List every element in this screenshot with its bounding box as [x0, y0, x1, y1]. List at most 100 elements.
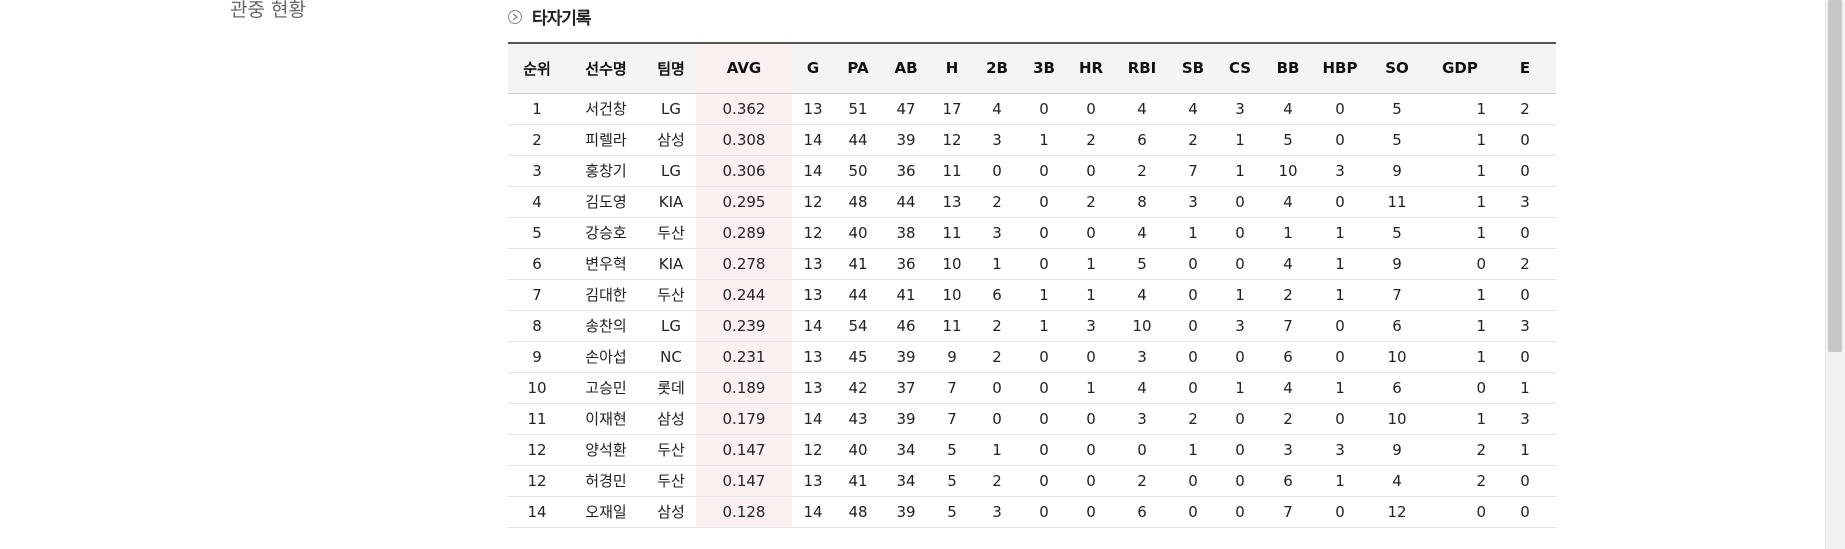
- table-cell: 0: [1020, 496, 1068, 528]
- table-cell[interactable]: 송찬의: [566, 310, 646, 342]
- table-cell[interactable]: 서건창: [566, 93, 646, 125]
- column-header[interactable]: HBP: [1312, 42, 1368, 94]
- table-cell: 0.147: [696, 465, 792, 497]
- table-row: 14 오재일 삼성 0.128 14 48 39 5 3 0 0 6 0 0 7 0 12 0 0: [508, 496, 1556, 528]
- table-row: 6 변우혁 KIA 0.278 13 41 36 10 1 0 1 5 0 0 4 1 9 0 2: [508, 248, 1556, 280]
- table-cell: 1: [1426, 403, 1494, 435]
- column-header[interactable]: H: [930, 42, 974, 94]
- table-cell: 12: [508, 434, 566, 466]
- column-header[interactable]: AB: [882, 42, 930, 94]
- table-cell[interactable]: 피렐라: [566, 124, 646, 156]
- column-header[interactable]: GDP: [1426, 42, 1494, 94]
- table-cell: 0: [1170, 279, 1216, 311]
- column-header[interactable]: AVG: [696, 42, 792, 94]
- column-header[interactable]: 선수명: [566, 42, 646, 94]
- table-cell[interactable]: 김도영: [566, 186, 646, 218]
- table-cell: 0: [1494, 465, 1556, 497]
- section-title-text: 타자기록: [532, 9, 592, 29]
- table-cell: 0: [1312, 310, 1368, 342]
- table-cell[interactable]: 허경민: [566, 465, 646, 497]
- table-row: 4 김도영 KIA 0.295 12 48 44 13 2 0 2 8 3 0 4 0 11 1 3: [508, 186, 1556, 218]
- table-row: 10 고승민 롯데 0.189 13 42 37 7 0 0 1 4 0 1 4 1 6 0 1: [508, 372, 1556, 404]
- table-row: 2 피렐라 삼성 0.308 14 44 39 12 3 1 2 6 2 1 5 0 5 1 0: [508, 124, 1556, 156]
- table-cell: 3: [1264, 434, 1312, 466]
- table-cell: 1: [1216, 279, 1264, 311]
- table-cell: 5: [930, 465, 974, 497]
- column-header[interactable]: RBI: [1114, 42, 1170, 94]
- table-cell: 6: [1264, 341, 1312, 373]
- sidebar-link-attendance[interactable]: 관중 현황: [230, 0, 306, 21]
- table-cell: 41: [834, 465, 882, 497]
- column-header[interactable]: HR: [1068, 42, 1114, 94]
- table-cell: 6: [1368, 310, 1426, 342]
- section-title: 타자기록: [508, 4, 592, 29]
- column-header[interactable]: SB: [1170, 42, 1216, 94]
- column-header[interactable]: 3B: [1020, 42, 1068, 94]
- table-cell: 2: [1494, 93, 1556, 125]
- table-cell: 1: [508, 93, 566, 125]
- scrollbar-thumb[interactable]: [1828, 0, 1842, 352]
- table-cell: 5: [930, 434, 974, 466]
- table-cell: 0: [1068, 217, 1114, 249]
- circle-arrow-icon: [508, 9, 522, 24]
- column-header[interactable]: 팀명: [646, 42, 696, 94]
- table-cell[interactable]: 양석환: [566, 434, 646, 466]
- table-cell: 2: [1170, 124, 1216, 156]
- table-cell: 0: [1494, 155, 1556, 187]
- table-cell: 41: [834, 248, 882, 280]
- table-cell: 2: [1068, 186, 1114, 218]
- table-cell: 두산: [646, 217, 696, 249]
- table-cell: 5: [930, 496, 974, 528]
- table-cell: 0: [1020, 155, 1068, 187]
- column-header[interactable]: 순위: [508, 42, 566, 94]
- column-header[interactable]: 2B: [974, 42, 1020, 94]
- table-cell: 1: [1312, 279, 1368, 311]
- table-cell[interactable]: 오재일: [566, 496, 646, 528]
- vertical-scrollbar[interactable]: [1825, 0, 1845, 549]
- table-cell: 1: [1426, 310, 1494, 342]
- column-header[interactable]: E: [1494, 42, 1556, 94]
- table-cell: 0: [1312, 124, 1368, 156]
- table-cell: 0: [1426, 372, 1494, 404]
- table-cell: 2: [1264, 403, 1312, 435]
- table-cell: 0: [974, 155, 1020, 187]
- table-cell: 0: [1494, 279, 1556, 311]
- table-cell: 0: [1114, 434, 1170, 466]
- column-header[interactable]: CS: [1216, 42, 1264, 94]
- table-row: 12 허경민 두산 0.147 13 41 34 5 2 0 0 2 0 0 6 1 4 2 0: [508, 465, 1556, 497]
- table-cell: 0: [1020, 217, 1068, 249]
- table-cell[interactable]: 강승호: [566, 217, 646, 249]
- table-cell: 5: [1264, 124, 1312, 156]
- table-cell: 51: [834, 93, 882, 125]
- table-cell[interactable]: 손아섭: [566, 341, 646, 373]
- table-cell: 0: [1068, 434, 1114, 466]
- table-cell: 3: [974, 496, 1020, 528]
- table-cell[interactable]: 이재현: [566, 403, 646, 435]
- table-cell: 4: [1170, 93, 1216, 125]
- table-cell: 1: [974, 434, 1020, 466]
- table-cell: 3: [508, 155, 566, 187]
- table-cell[interactable]: 홍창기: [566, 155, 646, 187]
- table-cell: KIA: [646, 248, 696, 280]
- table-cell[interactable]: 김대한: [566, 279, 646, 311]
- table-cell: 두산: [646, 279, 696, 311]
- table-cell: 1: [1312, 217, 1368, 249]
- table-cell: 0: [1216, 248, 1264, 280]
- table-cell: 1: [1020, 310, 1068, 342]
- table-cell: 45: [834, 341, 882, 373]
- column-header[interactable]: SO: [1368, 42, 1426, 94]
- table-cell: 0.278: [696, 248, 792, 280]
- table-cell: 5: [1368, 93, 1426, 125]
- table-cell[interactable]: 고승민: [566, 372, 646, 404]
- table-cell: 8: [1114, 186, 1170, 218]
- table-cell: 0: [1170, 496, 1216, 528]
- table-cell: 2: [1114, 155, 1170, 187]
- table-cell: 삼성: [646, 496, 696, 528]
- column-header[interactable]: BB: [1264, 42, 1312, 94]
- table-cell[interactable]: 변우혁: [566, 248, 646, 280]
- column-header[interactable]: PA: [834, 42, 882, 94]
- table-cell: 10: [930, 248, 974, 280]
- column-header[interactable]: G: [792, 42, 834, 94]
- table-cell: 4: [1264, 372, 1312, 404]
- table-cell: 2: [1114, 465, 1170, 497]
